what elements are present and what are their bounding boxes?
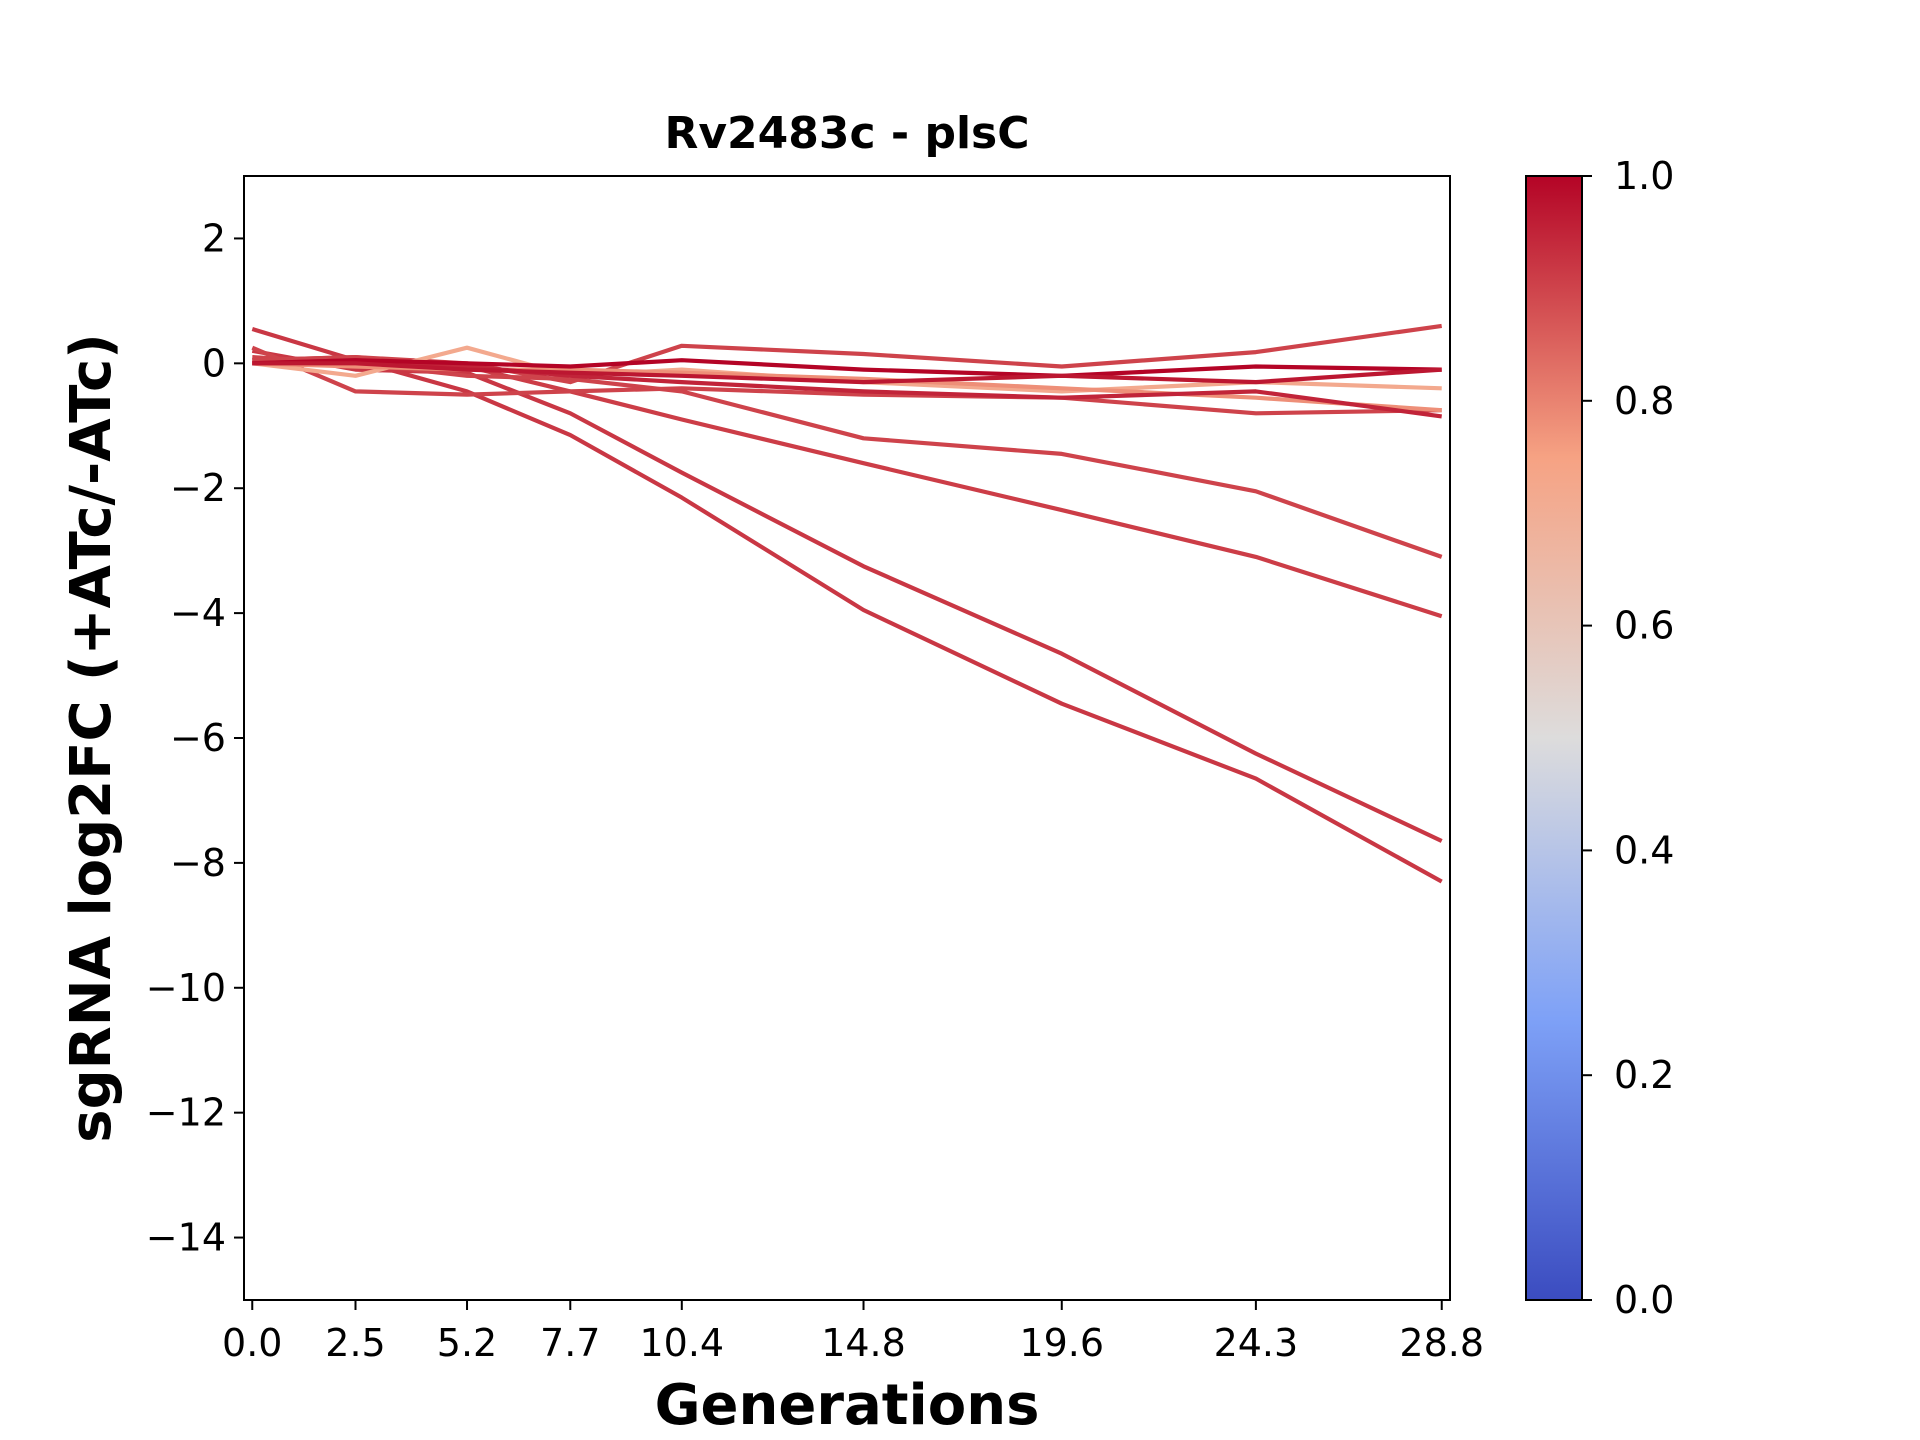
y-tick-label: −2	[170, 466, 226, 510]
colorbar-tick-label: 0.2	[1614, 1053, 1674, 1097]
colorbar-ticks: 0.0 0.2 0.4 0.6 0.8 1.0	[1582, 154, 1674, 1322]
y-axis-ticks: 2 0 −2 −4 −6 −8 −10 −12 −14	[146, 216, 244, 1260]
colorbar-tick-label: 1.0	[1614, 154, 1674, 198]
x-tick-label: 19.6	[1019, 1321, 1104, 1365]
series-line-2	[251, 348, 1443, 843]
series-line-11	[252, 361, 1442, 385]
x-tick-label: 14.8	[821, 1321, 906, 1365]
series-line-10	[252, 358, 1442, 378]
y-tick-label: −8	[170, 841, 226, 885]
series-line-4	[252, 355, 1443, 559]
x-tick-label: 0.0	[222, 1321, 282, 1365]
x-axis-ticks: 0.0 2.5 5.2 7.7 10.4 14.8 19.6 24.3 28.8	[222, 1300, 1484, 1365]
series-layer	[251, 323, 1443, 884]
colorbar-gradient	[1525, 175, 1583, 1301]
y-tick-label: 0	[202, 341, 226, 385]
y-tick-label: −4	[170, 591, 226, 635]
colorbar: 0.0 0.2 0.4 0.6 0.8 1.0	[1525, 154, 1674, 1322]
y-tick-label: −6	[170, 716, 226, 760]
y-tick-label: −14	[146, 1216, 226, 1260]
x-tick-label: 5.2	[437, 1321, 497, 1365]
colorbar-tick-label: 0.6	[1614, 604, 1674, 648]
colorbar-tick-label: 0.8	[1614, 379, 1674, 423]
x-tick-label: 7.7	[540, 1321, 600, 1365]
colorbar-tick-label: 0.0	[1614, 1278, 1674, 1322]
colorbar-tick-label: 0.4	[1614, 828, 1674, 872]
y-axis-label: sgRNA log2FC (+ATc/-ATc)	[59, 333, 124, 1143]
x-tick-label: 2.5	[325, 1321, 385, 1365]
x-tick-label: 10.4	[639, 1321, 724, 1365]
y-tick-label: −10	[146, 966, 226, 1010]
plot-frame	[243, 175, 1451, 1301]
x-tick-label: 28.8	[1399, 1321, 1484, 1365]
series-line-6	[251, 345, 1442, 416]
x-tick-label: 24.3	[1214, 1321, 1299, 1365]
y-tick-label: −12	[146, 1091, 226, 1135]
y-tick-label: 2	[202, 216, 226, 260]
chart-title: Rv2483c - plsC	[664, 108, 1029, 159]
x-axis-label: Generations	[655, 1373, 1040, 1438]
